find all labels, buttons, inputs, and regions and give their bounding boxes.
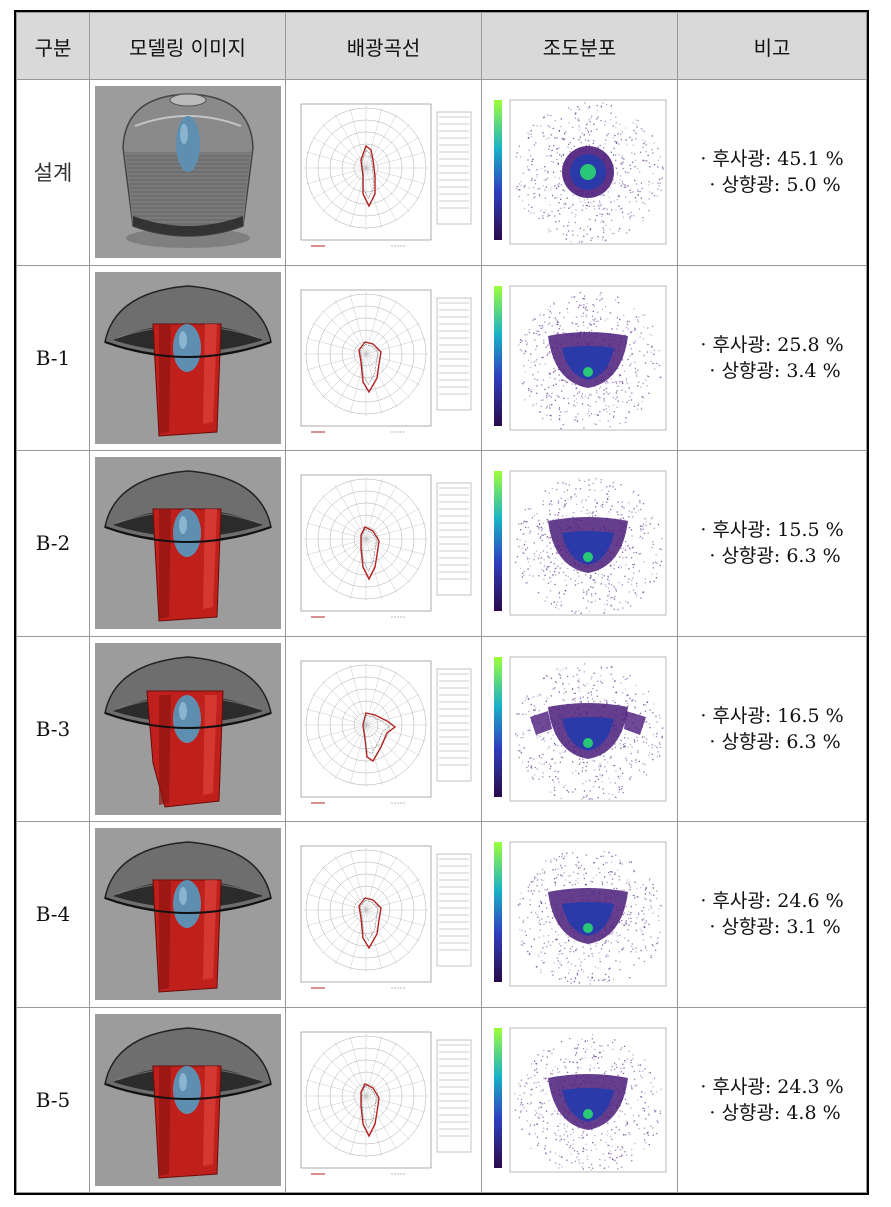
polar-light-distribution-chart (290, 828, 477, 1001)
polar-light-distribution-chart (290, 642, 477, 815)
uplight-ratio: · 상향광: 6.3 % (709, 730, 841, 753)
header-light-distribution-curve: 배광곡선 (285, 12, 482, 80)
row-category-label: B-3 (16, 635, 90, 822)
row-category-label: B-1 (16, 264, 90, 451)
luminaire-model-image (94, 642, 281, 815)
luminaire-model-image (94, 1013, 281, 1186)
remarks-cell: · 후사광: 25.8 % · 상향광: 3.4 % (677, 264, 867, 451)
luminaire-model-image (94, 828, 281, 1001)
comparison-table-frame: 구분 모델링 이미지 배광곡선 조도분포 비고 설계 (14, 10, 869, 1195)
remarks-cell: · 후사광: 16.5 % · 상향광: 6.3 % (677, 635, 867, 822)
backlight-ratio: · 후사광: 24.6 % (700, 890, 844, 913)
row-category-label: B-2 (16, 450, 90, 637)
remarks-cell: · 후사광: 24.3 % · 상향광: 4.8 % (677, 1006, 867, 1193)
model-image-cell (89, 1006, 286, 1193)
table-row: B-1 · 후사광: 25.8 % · 상향광: 3.4 % (16, 264, 867, 451)
illuminance-cell (481, 635, 678, 822)
illuminance-cell (481, 450, 678, 637)
header-row: 구분 모델링 이미지 배광곡선 조도분포 비고 (16, 12, 867, 80)
remarks-cell: · 후사광: 45.1 % · 상향광: 5.0 % (677, 79, 867, 266)
comparison-table: 구분 모델링 이미지 배광곡선 조도분포 비고 설계 (16, 12, 867, 1193)
luminaire-model-image (94, 86, 281, 259)
illuminance-distribution-map (485, 826, 674, 1003)
illuminance-distribution-map (485, 640, 674, 817)
light-distribution-cell (285, 264, 482, 451)
illuminance-cell (481, 821, 678, 1008)
illuminance-cell (481, 264, 678, 451)
illuminance-distribution-map (485, 84, 674, 261)
row-category-label: B-4 (16, 821, 90, 1008)
row-category-label: 설계 (16, 79, 90, 266)
backlight-ratio: · 후사광: 25.8 % (700, 333, 844, 356)
polar-light-distribution-chart (290, 1013, 477, 1186)
header-category: 구분 (16, 12, 90, 80)
backlight-ratio: · 후사광: 24.3 % (700, 1075, 844, 1098)
model-image-cell (89, 264, 286, 451)
model-image-cell (89, 821, 286, 1008)
backlight-ratio: · 후사광: 15.5 % (700, 519, 844, 542)
uplight-ratio: · 상향광: 5.0 % (709, 174, 841, 197)
uplight-ratio: · 상향광: 3.1 % (709, 916, 841, 939)
backlight-ratio: · 후사광: 16.5 % (700, 704, 844, 727)
header-remarks: 비고 (677, 12, 867, 80)
light-distribution-cell (285, 79, 482, 266)
table-row: B-4 · 후사광: 24.6 % · 상향광: 3.1 % (16, 821, 867, 1008)
model-image-cell (89, 450, 286, 637)
illuminance-distribution-map (485, 455, 674, 632)
model-image-cell (89, 79, 286, 266)
uplight-ratio: · 상향광: 3.4 % (709, 359, 841, 382)
illuminance-distribution-map (485, 1011, 674, 1188)
luminaire-model-image (94, 457, 281, 630)
table-row: 설계 · 후사광: 45.1 % · 상향광: 5.0 % (16, 79, 867, 266)
header-model-image: 모델링 이미지 (89, 12, 286, 80)
luminaire-model-image (94, 271, 281, 444)
light-distribution-cell (285, 635, 482, 822)
uplight-ratio: · 상향광: 4.8 % (709, 1101, 841, 1124)
polar-light-distribution-chart (290, 457, 477, 630)
light-distribution-cell (285, 450, 482, 637)
table-row: B-3 · 후사광: 16.5 % · 상향광: 6.3 % (16, 635, 867, 822)
remarks-cell: · 후사광: 15.5 % · 상향광: 6.3 % (677, 450, 867, 637)
illuminance-distribution-map (485, 269, 674, 446)
backlight-ratio: · 후사광: 45.1 % (700, 148, 844, 171)
polar-light-distribution-chart (290, 271, 477, 444)
row-category-label: B-5 (16, 1006, 90, 1193)
table-row: B-5 · 후사광: 24.3 % · 상향광: 4.8 % (16, 1006, 867, 1193)
table-row: B-2 · 후사광: 15.5 % · 상향광: 6.3 % (16, 450, 867, 637)
light-distribution-cell (285, 821, 482, 1008)
uplight-ratio: · 상향광: 6.3 % (709, 545, 841, 568)
illuminance-cell (481, 1006, 678, 1193)
header-illuminance-distribution: 조도분포 (481, 12, 678, 80)
light-distribution-cell (285, 1006, 482, 1193)
illuminance-cell (481, 79, 678, 266)
polar-light-distribution-chart (290, 86, 477, 259)
model-image-cell (89, 635, 286, 822)
remarks-cell: · 후사광: 24.6 % · 상향광: 3.1 % (677, 821, 867, 1008)
